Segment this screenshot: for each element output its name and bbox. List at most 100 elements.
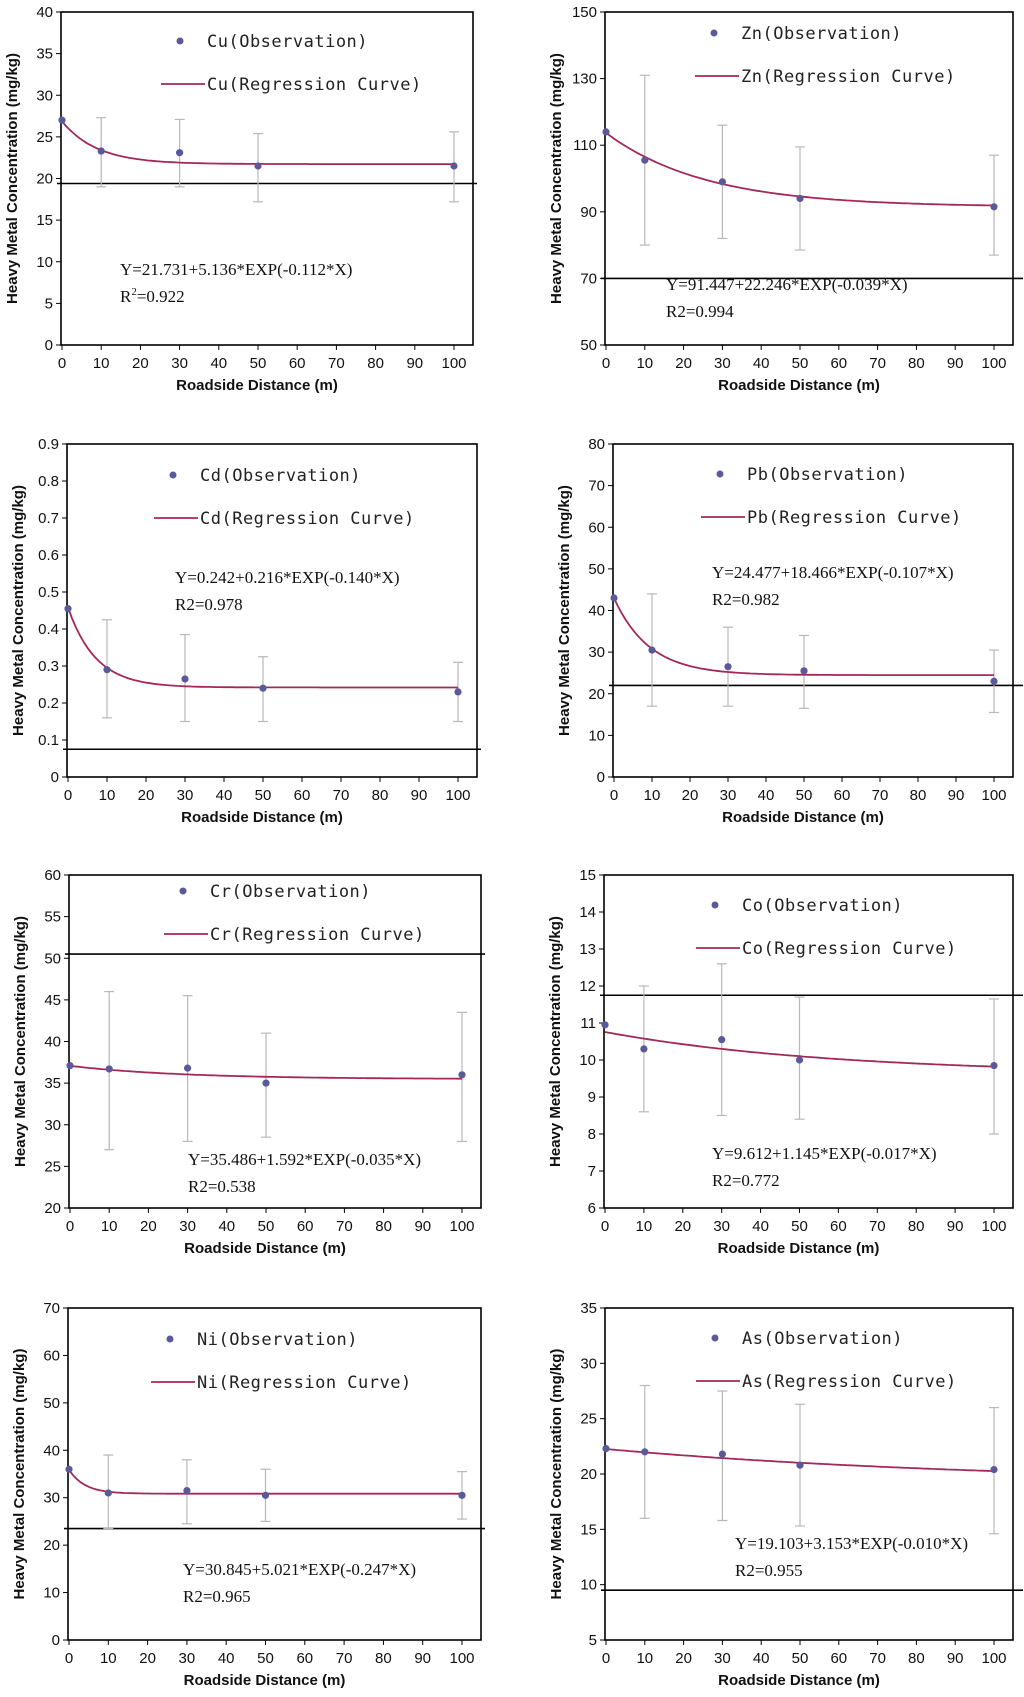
x-tick-label: 50 (791, 1218, 808, 1235)
x-tick-label: 90 (947, 355, 964, 372)
x-tick-label: 50 (255, 787, 272, 804)
observation-point (66, 1062, 74, 1070)
x-tick-label: 30 (177, 787, 194, 804)
r-squared: R2=0.965 (183, 1587, 251, 1606)
regression-equation: Y=24.477+18.466*EXP(-0.107*X) (712, 563, 954, 582)
x-tick-label: 100 (981, 1218, 1006, 1235)
y-tick-label: 10 (580, 1577, 597, 1594)
r-squared-prefix: R2 (666, 302, 686, 321)
y-tick-label: 5 (45, 295, 53, 312)
x-tick-label: 90 (948, 787, 965, 804)
x-tick-label: 30 (720, 787, 737, 804)
x-tick-label: 10 (99, 787, 116, 804)
regression-equation: Y=9.612+1.145*EXP(-0.017*X) (712, 1144, 937, 1163)
r-squared: R2=0.772 (712, 1171, 780, 1190)
x-tick-label: 20 (675, 1650, 692, 1667)
y-tick-label: 20 (580, 1466, 597, 1483)
x-tick-label: 70 (869, 1650, 886, 1667)
observation-point (64, 605, 72, 613)
r-squared-value: =0.772 (732, 1171, 780, 1190)
y-tick-label: 10 (579, 1052, 596, 1069)
r-squared-value: =0.994 (686, 302, 734, 321)
x-tick-label: 80 (375, 1650, 392, 1667)
y-tick-label: 30 (588, 644, 605, 661)
x-tick-label: 30 (179, 1650, 196, 1667)
x-tick-label: 90 (414, 1218, 431, 1235)
y-tick-label: 55 (44, 909, 61, 926)
x-axis-label: Roadside Distance (m) (718, 1672, 880, 1689)
legend-observation-marker (711, 901, 719, 909)
observation-point (602, 128, 610, 136)
y-tick-label: 130 (572, 71, 597, 88)
x-tick-label: 20 (139, 1650, 156, 1667)
y-tick-label: 10 (43, 1585, 60, 1602)
observation-point (450, 162, 458, 170)
observation-point (641, 156, 649, 164)
chart-cd: 0 0.1 0.2 0.3 0.4 0.5 0.6 0.7 0.8 0.9 0 10 20 30 40 50 6… (10, 436, 481, 826)
x-tick-label: 20 (674, 1218, 691, 1235)
x-tick-label: 10 (100, 1650, 117, 1667)
r-squared: R2=0.982 (712, 590, 780, 609)
x-tick-label: 0 (601, 1218, 609, 1235)
observation-point (454, 688, 462, 696)
x-tick-label: 20 (675, 355, 692, 372)
regression-equation: Y=91.447+22.246*EXP(-0.039*X) (666, 275, 908, 294)
y-tick-label: 30 (580, 1355, 597, 1372)
x-tick-label: 20 (140, 1218, 157, 1235)
r-squared-prefix: R (120, 287, 132, 306)
observation-point (183, 1487, 191, 1495)
legend-observation-marker (710, 29, 718, 37)
x-tick-label: 40 (758, 787, 775, 804)
observation-point (58, 116, 66, 124)
x-tick-label: 90 (947, 1650, 964, 1667)
x-tick-label: 100 (449, 1218, 474, 1235)
observation-point (990, 1061, 998, 1070)
x-tick-label: 50 (250, 355, 267, 372)
y-tick-label: 70 (588, 478, 605, 495)
x-tick-label: 50 (792, 1650, 809, 1667)
x-tick-label: 0 (58, 355, 66, 372)
observation-point (640, 1045, 648, 1053)
y-axis-label: Heavy Metal Concentration (mg/kg) (548, 1349, 565, 1600)
y-tick-label: 0.7 (38, 510, 59, 527)
x-tick-label: 90 (411, 787, 428, 804)
x-tick-label: 80 (908, 1218, 925, 1235)
x-tick-label: 100 (441, 355, 466, 372)
x-tick-label: 10 (636, 1650, 653, 1667)
x-tick-label: 30 (714, 1650, 731, 1667)
x-tick-label: 70 (336, 1218, 353, 1235)
legend-observation-label: Cu(Observation) (207, 32, 368, 52)
y-tick-label: 60 (44, 867, 61, 884)
y-tick-label: 11 (580, 1015, 596, 1032)
x-tick-label: 10 (636, 355, 653, 372)
observation-point (610, 594, 618, 602)
r-squared-value: =0.922 (137, 287, 185, 306)
chart-zn: 50 70 90 110 130 150 0 10 20 30 40 50 60 70 80 90 100 Roa… (548, 4, 1023, 394)
x-tick-label: 80 (910, 787, 927, 804)
y-axis-label: Heavy Metal Concentration (mg/kg) (4, 53, 21, 304)
legend-observation-label: Cr(Observation) (210, 882, 371, 902)
observation-point (795, 1056, 804, 1064)
x-tick-label: 80 (367, 355, 384, 372)
y-tick-label: 0 (597, 769, 605, 786)
chart-pb: 0 10 20 30 40 50 60 70 80 0 10 20 30 40 50 60 70 80 90 100 R… (556, 436, 1023, 826)
y-tick-label: 35 (44, 1075, 61, 1092)
x-axis-label: Roadside Distance (m) (718, 1240, 880, 1257)
regression-equation: Y=35.486+1.592*EXP(-0.035*X) (188, 1150, 421, 1169)
r-squared-prefix: R2 (712, 1171, 732, 1190)
x-tick-label: 90 (406, 355, 423, 372)
chart-cu: 0 5 10 15 20 25 30 35 40 0 10 20 30 40 50 60 70 80 90 100 Ro… (4, 4, 477, 394)
y-tick-label: 60 (43, 1347, 60, 1364)
x-tick-label: 10 (644, 787, 661, 804)
r-squared-value: =0.978 (195, 595, 243, 614)
observation-point (601, 1021, 609, 1029)
x-tick-label: 50 (257, 1650, 274, 1667)
y-tick-label: 35 (36, 46, 53, 63)
y-tick-label: 9 (588, 1089, 596, 1106)
y-tick-label: 40 (43, 1442, 60, 1459)
observation-point (254, 162, 262, 170)
y-tick-label: 0.2 (38, 695, 59, 712)
x-tick-label: 90 (947, 1218, 964, 1235)
observation-point (262, 1079, 270, 1087)
